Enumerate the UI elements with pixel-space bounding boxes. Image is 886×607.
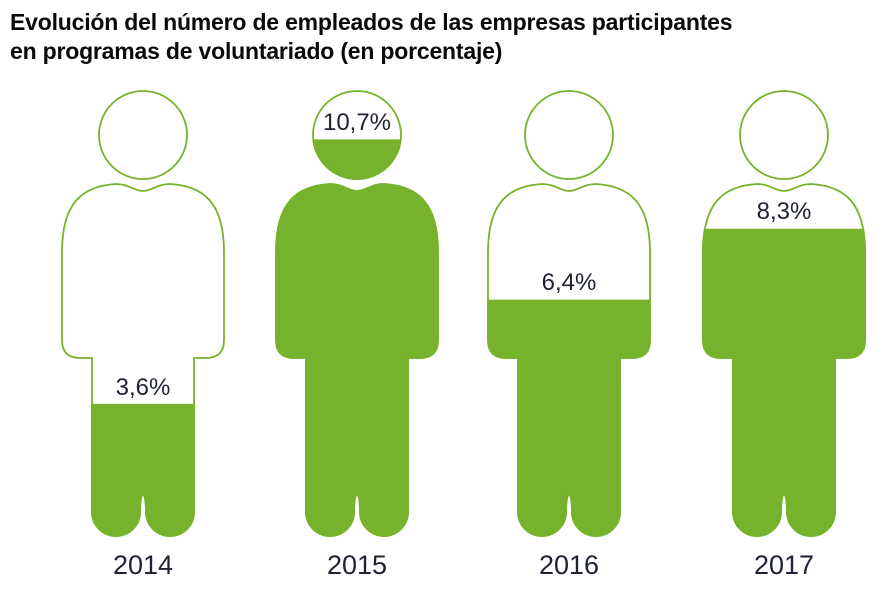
value-label: 3,6% (115, 373, 171, 401)
person-icon (487, 90, 651, 537)
person-icon (61, 90, 225, 537)
value-label: 6,4% (541, 269, 597, 297)
pictogram-2017: 8,3% 2017 (702, 90, 866, 581)
pictogram-2016: 6,4% 2016 (487, 90, 651, 581)
year-label: 2016 (538, 550, 600, 580)
person-figure: 6,4% (487, 90, 651, 540)
chart-title: Evolución del número de empleados de las… (10, 9, 733, 65)
person-icon (275, 90, 439, 537)
person-figure: 8,3% (702, 90, 866, 540)
year-label: 2014 (112, 550, 174, 580)
value-label: 10,7% (322, 109, 392, 137)
year-label: 2015 (326, 550, 388, 580)
year-label: 2017 (753, 550, 815, 580)
person-icon (702, 90, 866, 537)
pictogram-2014: 3,6% 2014 (61, 90, 225, 581)
person-figure: 3,6% (61, 90, 225, 540)
person-figure: 10,7% (275, 90, 439, 540)
value-label: 8,3% (756, 198, 812, 226)
pictogram-2015: 10,7% 2015 (275, 90, 439, 581)
